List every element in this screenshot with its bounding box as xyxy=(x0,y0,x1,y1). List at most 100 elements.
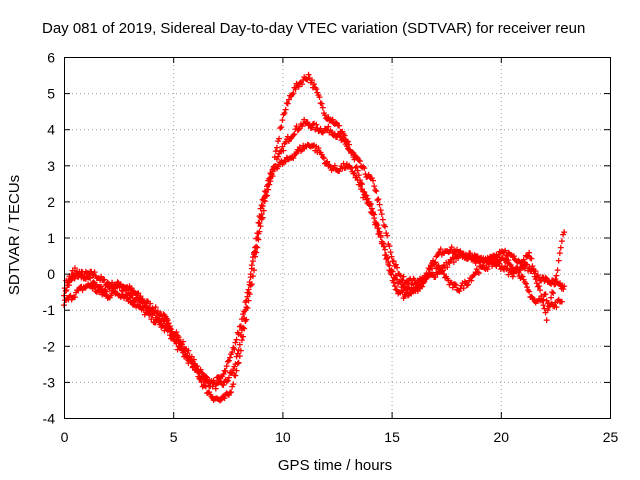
data-point: + xyxy=(293,77,300,90)
data-point: + xyxy=(434,268,441,281)
data-point: + xyxy=(485,254,492,267)
data-point: + xyxy=(126,291,133,304)
data-point: + xyxy=(139,297,146,310)
data-point: + xyxy=(378,237,385,250)
data-point: + xyxy=(80,281,87,294)
data-point: + xyxy=(394,273,401,286)
data-point: + xyxy=(73,286,80,299)
data-point: + xyxy=(454,243,461,256)
data-point: + xyxy=(148,305,155,318)
data-point: + xyxy=(255,216,262,229)
data-point: + xyxy=(95,281,102,294)
data-point: + xyxy=(505,268,512,281)
data-point: + xyxy=(159,312,166,325)
data-point: + xyxy=(110,281,117,294)
data-point: + xyxy=(124,291,131,304)
data-point: + xyxy=(101,284,108,297)
data-point: + xyxy=(499,259,506,272)
data-point: + xyxy=(133,300,140,313)
data-point: + xyxy=(489,260,496,273)
data-point: + xyxy=(417,272,424,285)
data-point: + xyxy=(301,71,308,84)
data-point: + xyxy=(443,256,450,269)
data-point: + xyxy=(418,273,425,286)
data-point: + xyxy=(401,281,408,294)
data-point: + xyxy=(315,124,322,137)
data-point: + xyxy=(156,310,163,323)
data-point: + xyxy=(477,252,484,265)
data-point: + xyxy=(334,130,341,143)
data-point: + xyxy=(487,250,494,263)
data-point: + xyxy=(122,288,129,301)
data-point: + xyxy=(324,113,331,126)
data-point: + xyxy=(542,287,549,300)
y-axis-label: SDTVAR / TECUs xyxy=(6,175,23,295)
data-point: + xyxy=(219,369,226,382)
data-point: + xyxy=(384,229,391,242)
data-point: + xyxy=(417,280,424,293)
data-point: + xyxy=(144,306,151,319)
data-point: + xyxy=(528,252,535,265)
data-point: + xyxy=(509,262,516,275)
data-point: + xyxy=(67,272,74,285)
data-point: + xyxy=(528,265,535,278)
data-point: + xyxy=(79,270,86,283)
data-point: + xyxy=(547,299,554,312)
data-point: + xyxy=(256,225,263,238)
data-point: + xyxy=(264,179,271,192)
data-point: + xyxy=(195,366,202,379)
data-point: + xyxy=(419,271,426,284)
data-point: + xyxy=(184,347,191,360)
data-point: + xyxy=(348,147,355,160)
data-point: + xyxy=(327,114,334,127)
data-point: + xyxy=(304,73,311,86)
data-point: + xyxy=(394,284,401,297)
data-point: + xyxy=(224,355,231,368)
data-point: + xyxy=(309,139,316,152)
data-point: + xyxy=(241,305,248,318)
data-point: + xyxy=(227,366,234,379)
data-point: + xyxy=(158,308,165,321)
data-point: + xyxy=(499,244,506,257)
data-point: + xyxy=(421,271,428,284)
data-point: + xyxy=(66,270,73,283)
data-point: + xyxy=(194,359,201,372)
data-point: + xyxy=(384,252,391,265)
data-point: + xyxy=(550,286,557,299)
data-point: + xyxy=(344,158,351,171)
data-point: + xyxy=(254,241,261,254)
data-point: + xyxy=(546,297,553,310)
data-point: + xyxy=(252,250,259,263)
data-point: + xyxy=(404,282,411,295)
data-point: + xyxy=(365,168,372,181)
data-point: + xyxy=(282,103,289,116)
data-point: + xyxy=(399,278,406,291)
data-point: + xyxy=(265,183,272,196)
data-point: + xyxy=(432,256,439,269)
data-point: + xyxy=(275,160,282,173)
data-point: + xyxy=(229,366,236,379)
data-point: + xyxy=(203,380,210,393)
data-point: + xyxy=(232,369,239,382)
data-point: + xyxy=(398,285,405,298)
data-point: + xyxy=(345,135,352,148)
data-point: + xyxy=(540,271,547,284)
data-point: + xyxy=(218,376,225,389)
data-point: + xyxy=(349,146,356,159)
data-point: + xyxy=(133,287,140,300)
data-point: + xyxy=(371,179,378,192)
data-point: + xyxy=(307,140,314,153)
data-point: + xyxy=(167,319,174,332)
data-point: + xyxy=(537,283,544,296)
data-point: + xyxy=(494,254,501,267)
x-tick-label: 5 xyxy=(170,429,178,445)
data-point: + xyxy=(512,253,519,266)
data-point: + xyxy=(132,295,139,308)
data-point: + xyxy=(407,272,414,285)
data-point: + xyxy=(353,160,360,173)
data-point: + xyxy=(419,276,426,289)
data-point: + xyxy=(91,276,98,289)
data-point: + xyxy=(464,252,471,265)
data-point: + xyxy=(69,264,76,277)
data-point: + xyxy=(184,352,191,365)
